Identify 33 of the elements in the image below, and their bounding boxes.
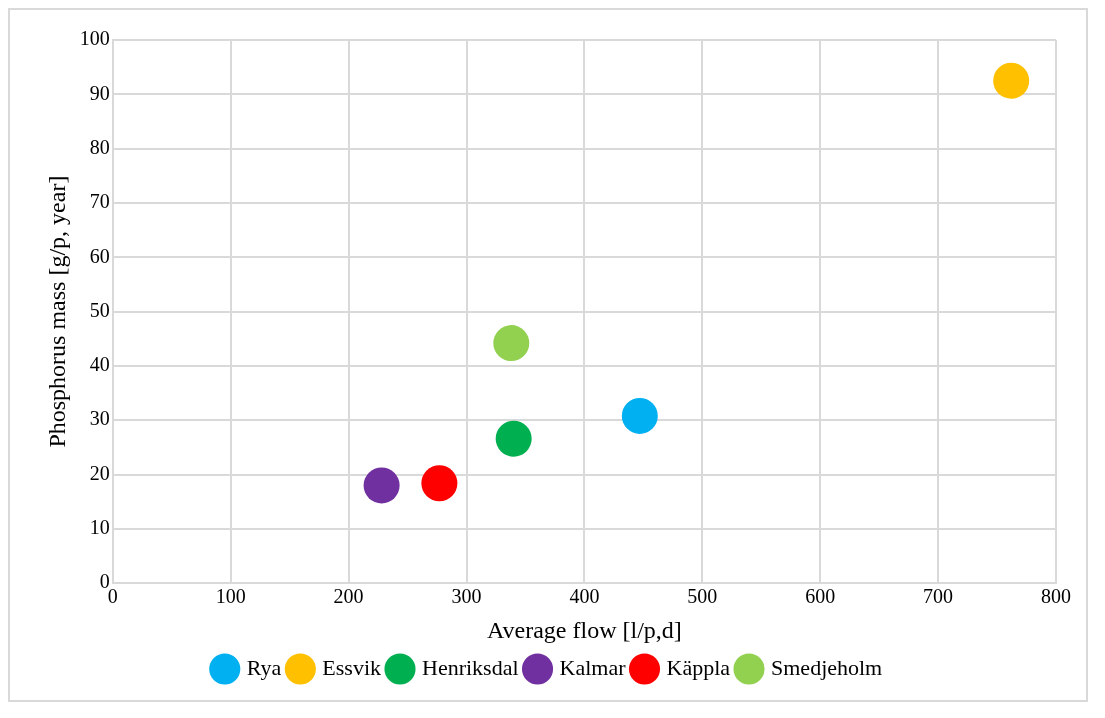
x-tick-label: 100 xyxy=(215,585,246,608)
legend-label: Rya xyxy=(246,654,282,680)
x-tick-label: 300 xyxy=(451,585,482,608)
y-tick-label: 70 xyxy=(89,190,110,213)
y-tick-label: 0 xyxy=(99,570,110,593)
x-axis-title: Average flow [l/p,d] xyxy=(486,616,682,643)
point xyxy=(421,465,458,502)
y-tick-label: 90 xyxy=(89,81,110,104)
y-tick-label: 40 xyxy=(89,353,110,376)
y-axis-title: Phosphorus mass [g/p, year] xyxy=(43,175,70,448)
point xyxy=(363,467,400,504)
legend-label: Smedjeholm xyxy=(771,654,883,680)
legend-label: Käppla xyxy=(666,654,731,680)
point xyxy=(493,325,530,362)
y-tick-label: 100 xyxy=(79,27,110,50)
y-tick-label: 30 xyxy=(89,407,110,430)
legend-label: Henriksdal xyxy=(422,654,519,680)
point xyxy=(993,62,1030,99)
y-tick-label: 60 xyxy=(89,244,110,267)
x-tick-label: 200 xyxy=(333,585,364,608)
legend-label: Kalmar xyxy=(559,654,627,680)
legend-label: Essvik xyxy=(322,654,382,680)
x-tick-label: 700 xyxy=(923,585,954,608)
x-tick-label: 500 xyxy=(687,585,718,608)
point xyxy=(621,397,658,434)
y-tick-label: 80 xyxy=(89,135,110,158)
y-tick-label: 10 xyxy=(89,516,110,539)
y-tick-label: 50 xyxy=(89,298,110,321)
point xyxy=(495,420,532,457)
x-tick-label: 600 xyxy=(805,585,836,608)
x-tick-label: 400 xyxy=(569,585,600,608)
x-tick-label: 800 xyxy=(1041,585,1071,608)
y-tick-label: 20 xyxy=(89,461,110,484)
